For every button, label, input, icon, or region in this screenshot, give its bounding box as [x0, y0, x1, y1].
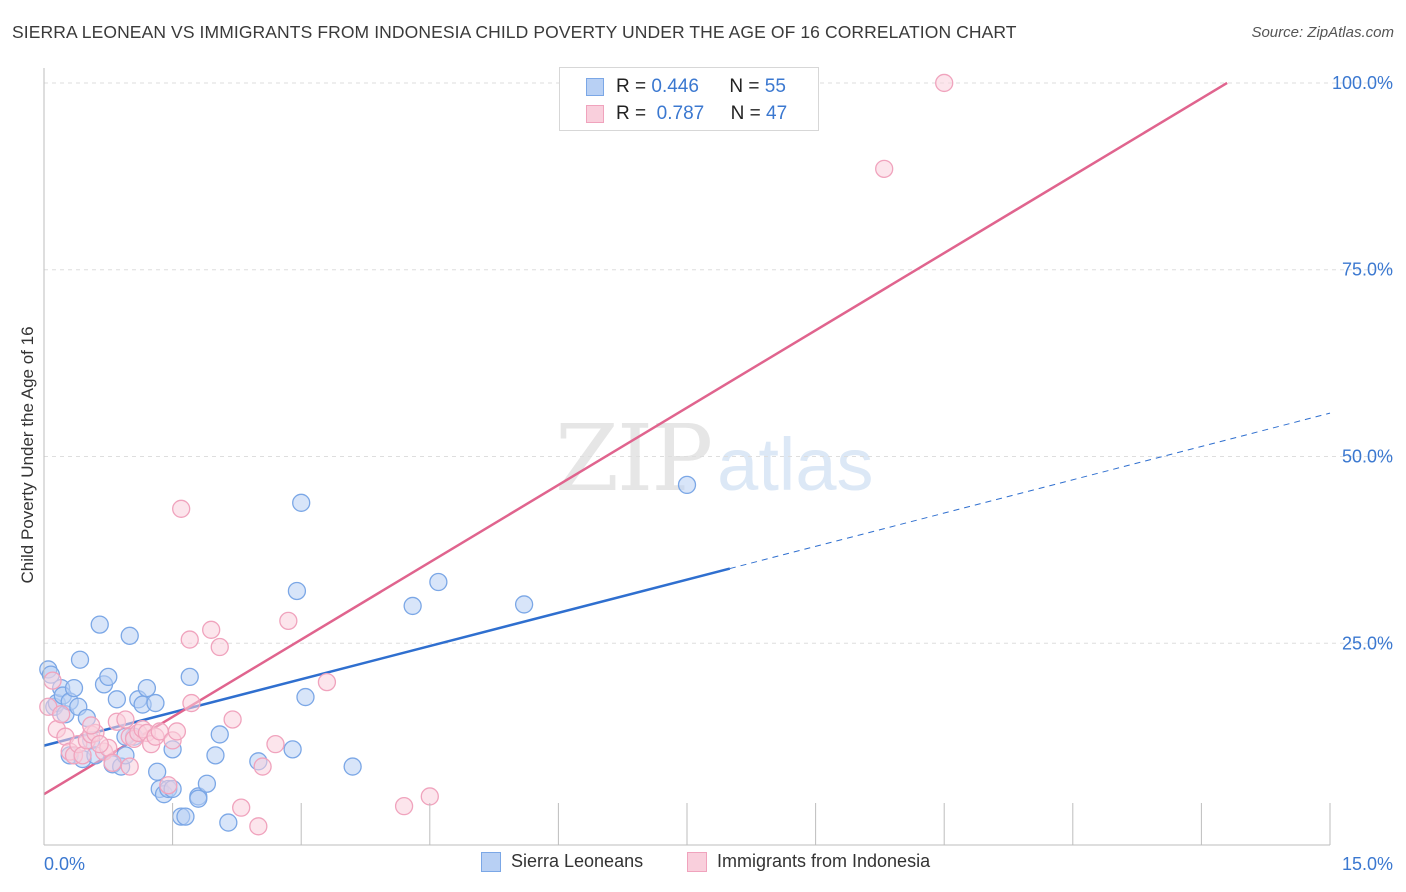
point-immigrant-indonesia [279, 611, 298, 631]
x-tick-label-min: 0.0% [44, 854, 85, 874]
bottom-legend-label: Immigrants from Indonesia [717, 851, 931, 871]
point-immigrant-indonesia [232, 798, 251, 817]
point-sierra-leonean [403, 596, 422, 616]
point-immigrant-indonesia [875, 159, 894, 179]
y-tick-label: 75.0% [1342, 260, 1393, 280]
point-sierra-leonean [120, 626, 139, 645]
chart-title: SIERRA LEONEAN VS IMMIGRANTS FROM INDONE… [12, 22, 1017, 42]
point-immigrant-indonesia [317, 672, 337, 692]
point-immigrant-indonesia [159, 776, 178, 795]
point-immigrant-indonesia [182, 693, 201, 713]
point-sierra-leonean [64, 678, 84, 698]
point-sierra-leonean [176, 807, 195, 826]
trend-line-sierra-leoneans-extension [729, 412, 1331, 570]
trend-layer [43, 81, 1331, 796]
legend-swatch-immigrants-indonesia [586, 105, 604, 123]
point-sierra-leonean [219, 813, 238, 832]
point-immigrant-indonesia [116, 710, 135, 729]
point-immigrant-indonesia [90, 734, 109, 754]
axis-layer: 25.0% 50.0% 75.0% 100.0% 0.0% 15.0% [43, 68, 1393, 874]
point-immigrant-indonesia [180, 630, 199, 649]
point-sierra-leonean [107, 690, 127, 709]
point-sierra-leonean [287, 581, 307, 601]
point-sierra-leonean [677, 475, 697, 495]
bottom-legend-swatch-immigrants-indonesia [687, 851, 707, 872]
point-sierra-leonean [429, 572, 448, 592]
point-immigrant-indonesia [103, 753, 122, 772]
point-immigrant-indonesia [253, 757, 272, 776]
point-sierra-leonean [206, 746, 225, 765]
y-tick-label: 100.0% [1332, 73, 1393, 93]
legend-n-label: N = [730, 103, 767, 124]
point-immigrant-indonesia [266, 734, 285, 754]
watermark-zip: ZIP [555, 405, 713, 512]
point-immigrant-indonesia [43, 671, 62, 690]
legend-swatch-sierra-leoneans [586, 78, 604, 96]
point-immigrant-indonesia [167, 722, 187, 741]
point-sierra-leonean [189, 789, 208, 808]
point-sierra-leonean [292, 493, 311, 512]
point-sierra-leonean [70, 650, 90, 669]
point-immigrant-indonesia [249, 817, 268, 836]
point-sierra-leonean [514, 595, 534, 614]
bottom-legend-sierra-leoneans: Sierra Leoneans [481, 851, 643, 872]
legend-r-label: R = [616, 103, 657, 124]
legend-n-value: 55 [764, 76, 786, 97]
point-sierra-leonean [283, 740, 302, 759]
legend-n-value: 47 [766, 103, 788, 124]
bottom-legend-swatch-sierra-leoneans [481, 851, 501, 872]
point-sierra-leonean [343, 757, 362, 776]
point-sierra-leonean [180, 667, 199, 687]
point-immigrant-indonesia [223, 710, 242, 729]
bottom-legend-immigrants-indonesia: Immigrants from Indonesia [687, 851, 930, 872]
point-immigrant-indonesia [935, 73, 954, 93]
legend-n-label: N = [729, 76, 765, 97]
watermark-atlas: atlas [717, 423, 874, 506]
point-immigrant-indonesia [82, 716, 101, 735]
point-sierra-leonean [296, 687, 315, 707]
trend-line-immigrants-indonesia [43, 81, 1228, 796]
legend-r-value: 0.787 [656, 103, 705, 124]
point-immigrant-indonesia [202, 620, 221, 639]
correlation-legend: R = 0.446 N = 55 R = 0.787 N = 47 [559, 67, 819, 131]
point-sierra-leonean [90, 615, 109, 634]
points-layer [39, 73, 954, 836]
watermark: ZIPatlas [555, 405, 873, 512]
legend-r-label: R = [616, 76, 652, 97]
point-immigrant-indonesia [210, 637, 229, 657]
point-sierra-leonean [137, 678, 157, 698]
legend-r-value: 0.446 [651, 76, 699, 97]
point-sierra-leonean [146, 693, 165, 713]
x-tick-label-max: 15.0% [1342, 854, 1393, 874]
point-immigrant-indonesia [120, 757, 139, 776]
point-sierra-leonean [99, 667, 118, 687]
y-tick-label: 25.0% [1342, 633, 1393, 653]
point-sierra-leonean [210, 725, 229, 744]
chart-source: Source: ZipAtlas.com [1251, 24, 1394, 41]
legend-row-sierra-leoneans: R = 0.446 N = 55 [586, 74, 786, 100]
legend-row-immigrants-indonesia: R = 0.787 N = 47 [586, 101, 787, 127]
y-tick-label: 50.0% [1342, 447, 1393, 467]
trend-line-sierra-leoneans [43, 567, 731, 747]
bottom-legend-label: Sierra Leoneans [511, 851, 644, 871]
point-immigrant-indonesia [420, 787, 439, 806]
point-immigrant-indonesia [172, 499, 191, 518]
point-immigrant-indonesia [394, 797, 414, 816]
grid-layer [44, 82, 1392, 644]
point-immigrant-indonesia [51, 705, 71, 724]
point-sierra-leonean [197, 774, 217, 793]
